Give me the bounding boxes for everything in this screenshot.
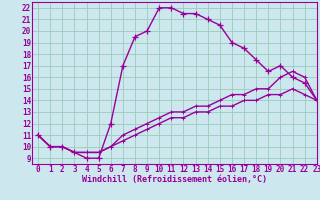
X-axis label: Windchill (Refroidissement éolien,°C): Windchill (Refroidissement éolien,°C)	[82, 175, 267, 184]
